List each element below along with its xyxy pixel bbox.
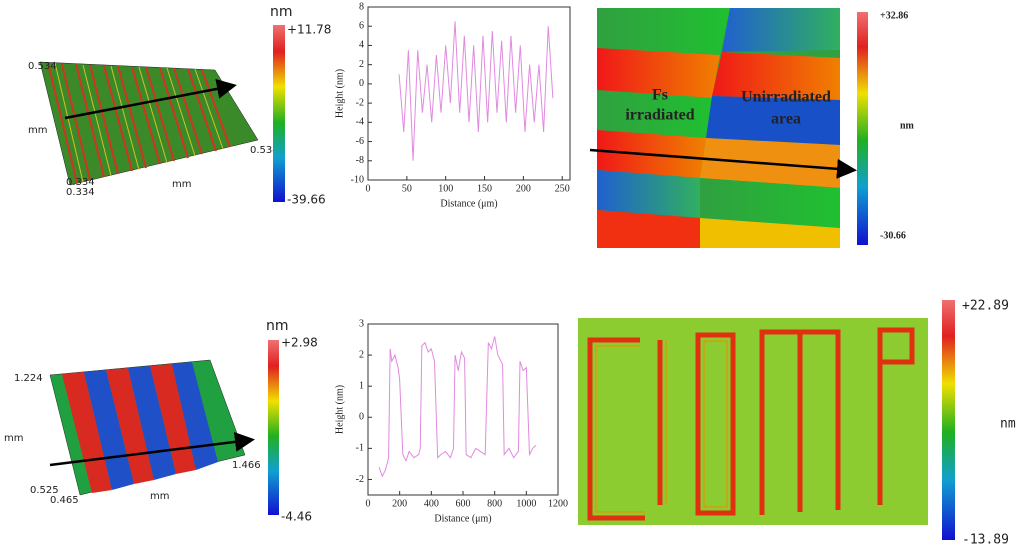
x-tick-label: 50 (402, 183, 412, 194)
colorbar-max: +22.89 (962, 299, 1009, 314)
y-tick-label: 4 (359, 40, 364, 51)
y-tick-label: -2 (356, 474, 364, 485)
y-axis-label: Height (nm) (334, 69, 345, 118)
y-unit: mm (4, 433, 23, 444)
x-tick-label: 1200 (548, 498, 568, 509)
region-label: area (771, 111, 801, 128)
top-surface (39, 61, 259, 186)
x-tick-label: 200 (516, 183, 531, 194)
bottom-surface (49, 359, 255, 496)
colorbar-min: -39.66 (287, 193, 326, 207)
y-tick-label: -10 (351, 174, 364, 185)
colorbar-max: +32.86 (880, 10, 908, 21)
origin-x: 0.334 (66, 187, 95, 198)
x-tick-label: 250 (555, 183, 570, 194)
origin-y: 0.334 (66, 177, 95, 188)
y-tick-label: 3 (359, 318, 364, 329)
x-tick-label: 600 (456, 498, 471, 509)
y-tick-label: 1 (359, 380, 364, 391)
y-tick-label: 6 (359, 21, 364, 32)
y-unit: mm (28, 125, 47, 136)
colorbar-unit: nm (270, 4, 293, 20)
x-tick-label: 1000 (516, 498, 536, 509)
x-tick-label: 800 (487, 498, 502, 509)
x-tick-label: 0 (366, 183, 371, 194)
y-extent: 0.534 (28, 61, 57, 72)
y-tick-label: 0 (359, 78, 364, 89)
region-label: Fs (652, 87, 668, 104)
plot-frame (367, 323, 559, 496)
y-tick-label: -1 (356, 443, 364, 454)
y-tick-label: -8 (356, 155, 364, 166)
x-extent: 1.466 (232, 460, 261, 471)
profile-line (378, 336, 537, 478)
y-axis-label: Height (nm) (334, 385, 345, 434)
region-label: irradiated (625, 107, 694, 124)
y-tick-label: 8 (359, 1, 364, 12)
bottom-map (578, 318, 928, 525)
colorbar-unit: nm (900, 120, 915, 131)
colorbar-unit: nm (266, 318, 289, 334)
y-tick-label: -6 (356, 136, 364, 147)
x-tick-label: 400 (424, 498, 439, 509)
colorbar-min: -4.46 (281, 510, 312, 524)
colorbar-min: -13.89 (962, 533, 1009, 548)
x-unit: mm (150, 491, 169, 502)
y-tick-label: 0 (359, 412, 364, 423)
colorbar (857, 12, 868, 245)
plot-frame (367, 6, 571, 181)
x-tick-label: 150 (477, 183, 492, 194)
x-axis-label: Distance (μm) (440, 198, 497, 209)
x-axis-label: Distance (μm) (434, 513, 491, 524)
x-tick-label: 0 (366, 498, 371, 509)
x-unit: mm (172, 179, 191, 190)
y-tick-label: 2 (359, 59, 364, 70)
y-extent: 1.224 (14, 373, 43, 384)
y-tick-label: -4 (356, 117, 364, 128)
region-label: Unirradiated (741, 89, 831, 106)
colorbar (942, 300, 955, 540)
x-extent: 0.534 (250, 145, 279, 156)
x-tick-label: 200 (392, 498, 407, 509)
colorbar (273, 25, 285, 202)
colorbar-min: -30.66 (880, 230, 906, 241)
colorbar-max: +2.98 (281, 336, 318, 350)
x-tick-label: 100 (438, 183, 453, 194)
colorbar (268, 340, 279, 515)
y-tick-label: -2 (356, 97, 364, 108)
colorbar-unit: nm (1000, 417, 1016, 432)
origin-y: 0.525 (30, 485, 59, 496)
colorbar-max: +11.78 (287, 23, 331, 37)
top-map (589, 8, 857, 248)
profile-line (398, 21, 554, 161)
y-tick-label: 2 (359, 349, 364, 360)
origin-x: 0.465 (50, 495, 79, 506)
